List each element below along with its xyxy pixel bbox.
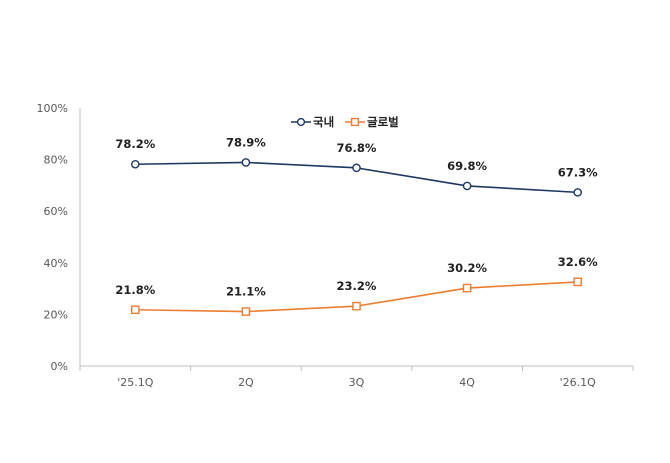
data-label: 21.1%: [226, 285, 266, 299]
data-label: 32.6%: [558, 255, 598, 269]
data-point: [130, 305, 140, 315]
y-tick-labels: 0% 20% 40% 60% 80% 100%: [37, 102, 68, 373]
x-tick-labels: '25.1Q 2Q 3Q 4Q '26.1Q: [79, 366, 634, 389]
data-label: 69.8%: [447, 159, 487, 173]
y-tick-label: 80%: [44, 154, 68, 167]
data-point: [573, 277, 582, 287]
legend-marker: [350, 117, 360, 127]
x-tick-label: '25.1Q: [117, 376, 154, 389]
data-label: 78.2%: [115, 137, 155, 151]
data-point: [352, 163, 361, 173]
data-point: [352, 301, 361, 311]
y-tick-label: 20%: [44, 308, 68, 321]
data-label: 23.2%: [337, 279, 377, 293]
data-label: 76.8%: [337, 141, 377, 155]
data-point: [462, 283, 472, 293]
y-tick-label: 100%: [37, 102, 68, 115]
series-group: 78.2% 78.9% 76.8% 69.8% 67.3% 21.8% 21.1% 23.2%…: [115, 135, 598, 316]
data-label: 78.9%: [226, 135, 266, 149]
data-label: 67.3%: [558, 165, 598, 179]
y-tick-label: 0%: [51, 360, 68, 373]
legend-marker: [296, 117, 306, 127]
data-point: [573, 188, 583, 197]
legend-label: 국내: [313, 115, 334, 129]
data-point: [241, 307, 251, 316]
y-tick-label: 40%: [44, 257, 68, 270]
data-point: [241, 158, 251, 167]
x-tick-label: 4Q: [459, 376, 475, 389]
data-label: 30.2%: [447, 261, 487, 275]
x-tick-label: 2Q: [238, 376, 254, 389]
x-tick-label: 3Q: [349, 376, 365, 389]
legend: 국내 글로벌: [291, 115, 399, 129]
data-point: [130, 159, 140, 169]
data-label: 21.8%: [115, 283, 155, 297]
x-tick-label: '26.1Q: [560, 376, 597, 389]
data-point: [462, 181, 472, 191]
legend-label: 글로벌: [367, 115, 399, 129]
y-tick-label: 60%: [44, 205, 68, 218]
